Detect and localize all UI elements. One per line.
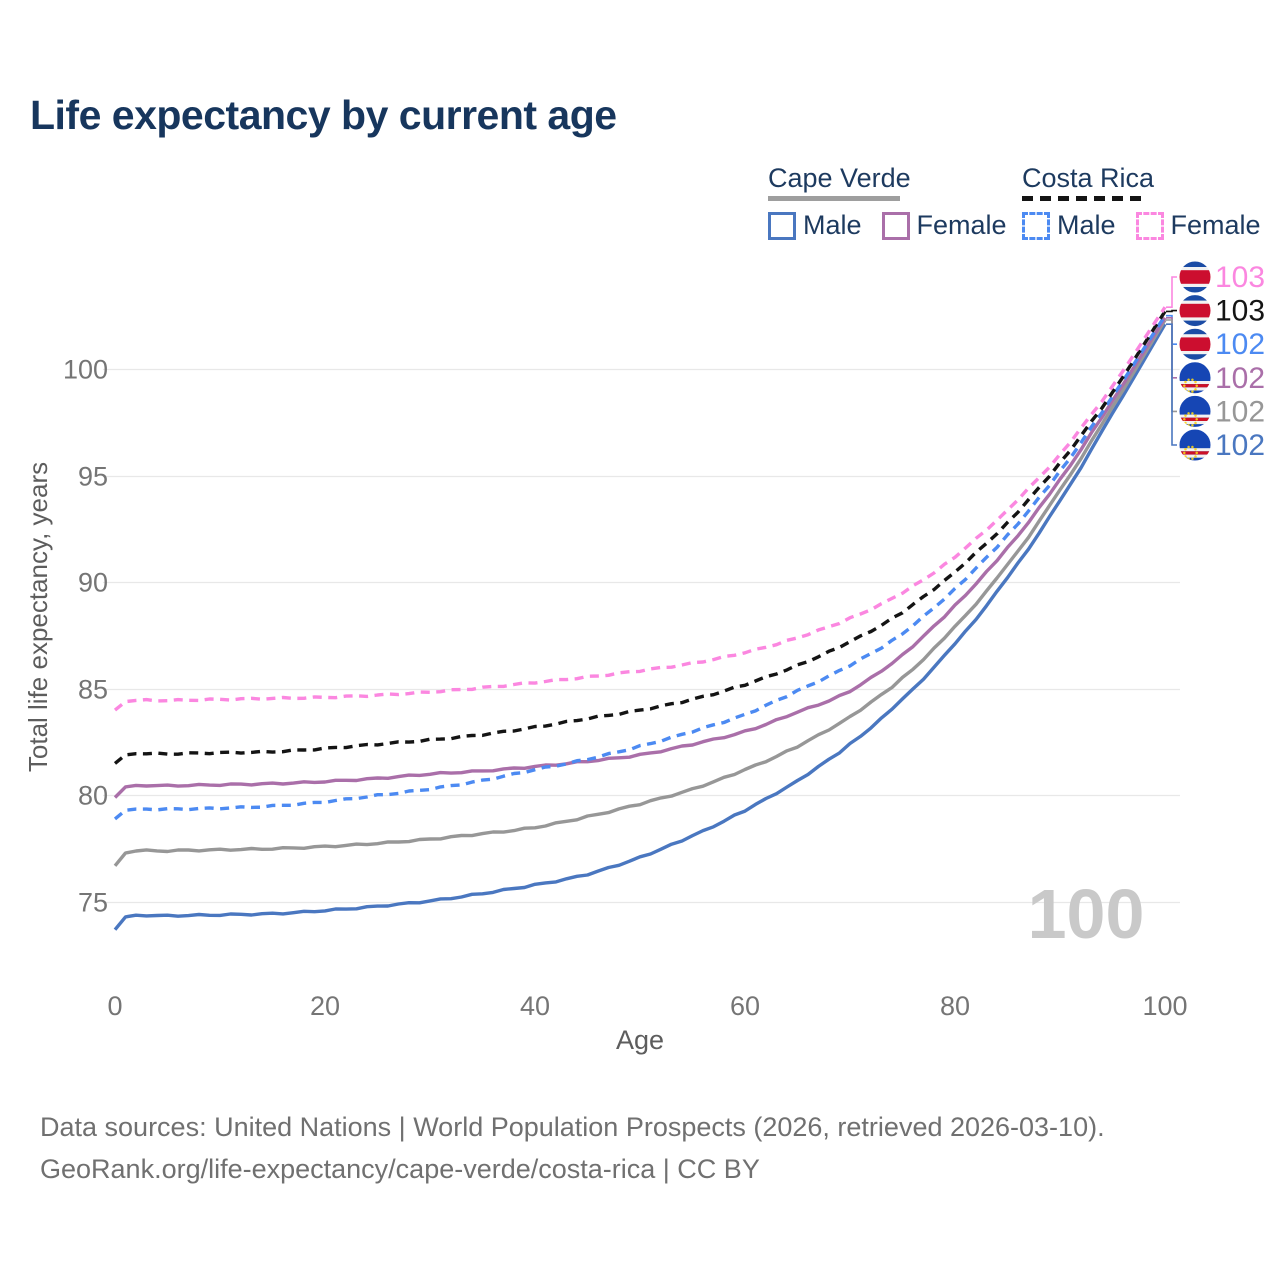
x-tick-label: 100 xyxy=(1142,991,1187,1021)
y-tick-label: 75 xyxy=(78,888,108,918)
end-label-leader-line xyxy=(1166,309,1177,313)
legend-item-label: Male xyxy=(1057,210,1116,240)
end-value-label-costa-rica-male: 102 xyxy=(1215,328,1265,361)
chart-hover-watermark: 100 xyxy=(1028,875,1145,953)
legend-item-label: Male xyxy=(803,210,862,240)
legend-item-label: Female xyxy=(1170,210,1261,240)
legend-underline-solid xyxy=(768,196,900,201)
legend-group-costa-rica: Costa Rica Male Female xyxy=(1022,163,1280,241)
end-label-leader-line xyxy=(1166,323,1177,446)
end-value-label-cape-verde-total: 102 xyxy=(1215,395,1265,428)
legend-item-label: Female xyxy=(916,210,1007,240)
end-value-label-cape-verde-male: 102 xyxy=(1215,429,1265,462)
x-tick-label: 80 xyxy=(940,991,970,1021)
legend-swatch-icon xyxy=(1022,211,1050,240)
series-line-costa-rica-total[interactable] xyxy=(113,310,1167,765)
series-line-costa-rica-female[interactable] xyxy=(113,306,1167,712)
y-tick-label: 100 xyxy=(63,355,108,385)
series-line-cape-verde-female[interactable] xyxy=(113,316,1167,799)
page-title: Life expectancy by current age xyxy=(30,92,617,138)
end-label-leader-line xyxy=(1166,276,1177,309)
y-tick-label: 80 xyxy=(78,781,108,811)
y-tick-label: 95 xyxy=(78,462,108,492)
x-tick-label: 0 xyxy=(107,991,122,1021)
y-tick-label: 90 xyxy=(78,568,108,598)
x-axis-title: Age xyxy=(616,1025,664,1055)
end-value-label-cape-verde-female: 102 xyxy=(1215,362,1265,395)
legend-group-cape-verde: Cape Verde Male Female xyxy=(768,163,1027,241)
y-tick-label: 85 xyxy=(78,675,108,705)
legend-item-cape-verde-female[interactable]: Female xyxy=(881,210,1007,241)
legend-item-cape-verde-male[interactable]: Male xyxy=(768,210,862,241)
legend-item-costa-rica-male[interactable]: Male xyxy=(1022,210,1116,241)
legend-swatch-icon xyxy=(881,211,910,240)
legend-swatch-icon xyxy=(768,211,796,240)
end-value-label-costa-rica-female: 103 xyxy=(1215,261,1265,294)
legend-swatch-icon xyxy=(1135,211,1164,240)
legend-item-costa-rica-female[interactable]: Female xyxy=(1135,210,1261,241)
series-line-cape-verde-total[interactable] xyxy=(113,319,1167,867)
legend-group-title: Costa Rica xyxy=(1022,163,1155,193)
footer-data-sources: Data sources: United Nations | World Pop… xyxy=(40,1112,1105,1142)
y-axis-title: Total life expectancy, years xyxy=(23,462,53,772)
x-tick-label: 60 xyxy=(730,991,760,1021)
legend-underline-dashed xyxy=(1022,196,1144,201)
footer: Data sources: United Nations | World Pop… xyxy=(40,1106,1105,1190)
footer-attribution: GeoRank.org/life-expectancy/cape-verde/c… xyxy=(40,1154,760,1184)
series-line-cape-verde-male[interactable] xyxy=(113,323,1167,931)
end-value-label-costa-rica-total: 103 xyxy=(1215,295,1265,328)
x-tick-label: 20 xyxy=(310,991,340,1021)
legend-group-title: Cape Verde xyxy=(768,163,911,193)
series-line-costa-rica-male[interactable] xyxy=(113,314,1167,821)
x-tick-label: 40 xyxy=(520,991,550,1021)
